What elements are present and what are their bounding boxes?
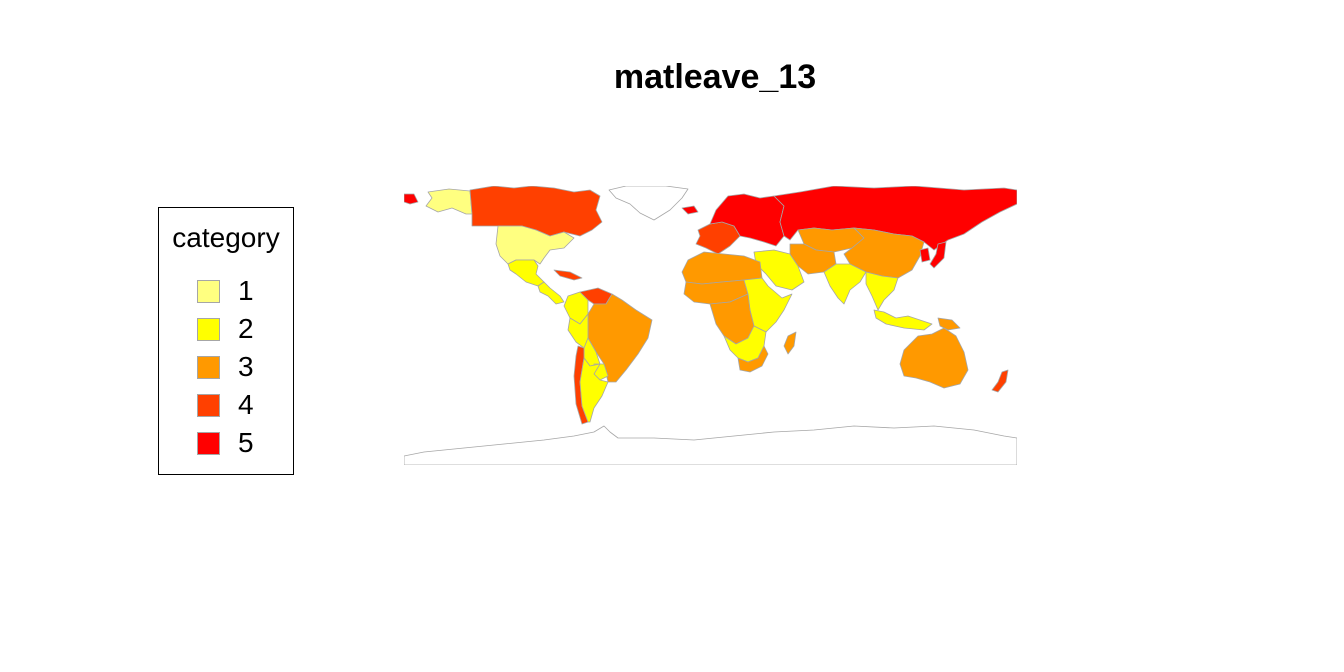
legend-title: category [172, 222, 280, 253]
region-iceland [681, 205, 699, 215]
legend-label-4: 4 [238, 389, 254, 420]
region-usa [495, 225, 575, 265]
world-map-svg [403, 185, 1018, 466]
map-title: matleave_13 [613, 58, 817, 96]
legend-item-1: 1 [197, 272, 254, 310]
legend-label-5: 5 [238, 427, 254, 458]
legend: category 1 2 3 4 5 [158, 207, 294, 475]
legend-item-2: 2 [197, 310, 254, 348]
region-new-zealand [991, 369, 1009, 393]
region-madagascar [783, 331, 797, 355]
legend-swatch-3 [197, 355, 220, 379]
legend-item-5: 5 [197, 424, 254, 462]
region-papua-new-guinea [937, 317, 961, 331]
legend-label-2: 2 [238, 313, 254, 344]
region-southeast-asia [865, 271, 899, 311]
legend-label-1: 1 [238, 275, 254, 306]
legend-swatch-5 [197, 431, 220, 455]
region-australia [899, 327, 969, 389]
legend-items: 1 2 3 4 5 [197, 272, 254, 462]
region-south-africa [737, 345, 769, 373]
legend-swatch-2 [197, 317, 220, 341]
region-western-europe [695, 221, 741, 255]
region-india [823, 263, 867, 305]
region-central-america [537, 281, 565, 305]
legend-item-3: 3 [197, 348, 254, 386]
region-japan [929, 241, 947, 269]
region-russia-wrap [403, 193, 419, 205]
region-caribbean [553, 269, 583, 281]
region-argentina [579, 357, 609, 423]
legend-label-3: 3 [238, 351, 254, 382]
region-mexico [507, 259, 545, 287]
legend-item-4: 4 [197, 386, 254, 424]
legend-swatch-1 [197, 279, 220, 303]
region-alaska [425, 188, 473, 215]
region-korea [919, 247, 931, 263]
region-indonesia [873, 309, 933, 331]
region-canada [469, 185, 603, 237]
world-map [403, 185, 1018, 466]
region-greenland [608, 185, 689, 221]
region-antarctica [403, 425, 1018, 466]
legend-swatch-4 [197, 393, 220, 417]
region-russia [773, 185, 1018, 251]
